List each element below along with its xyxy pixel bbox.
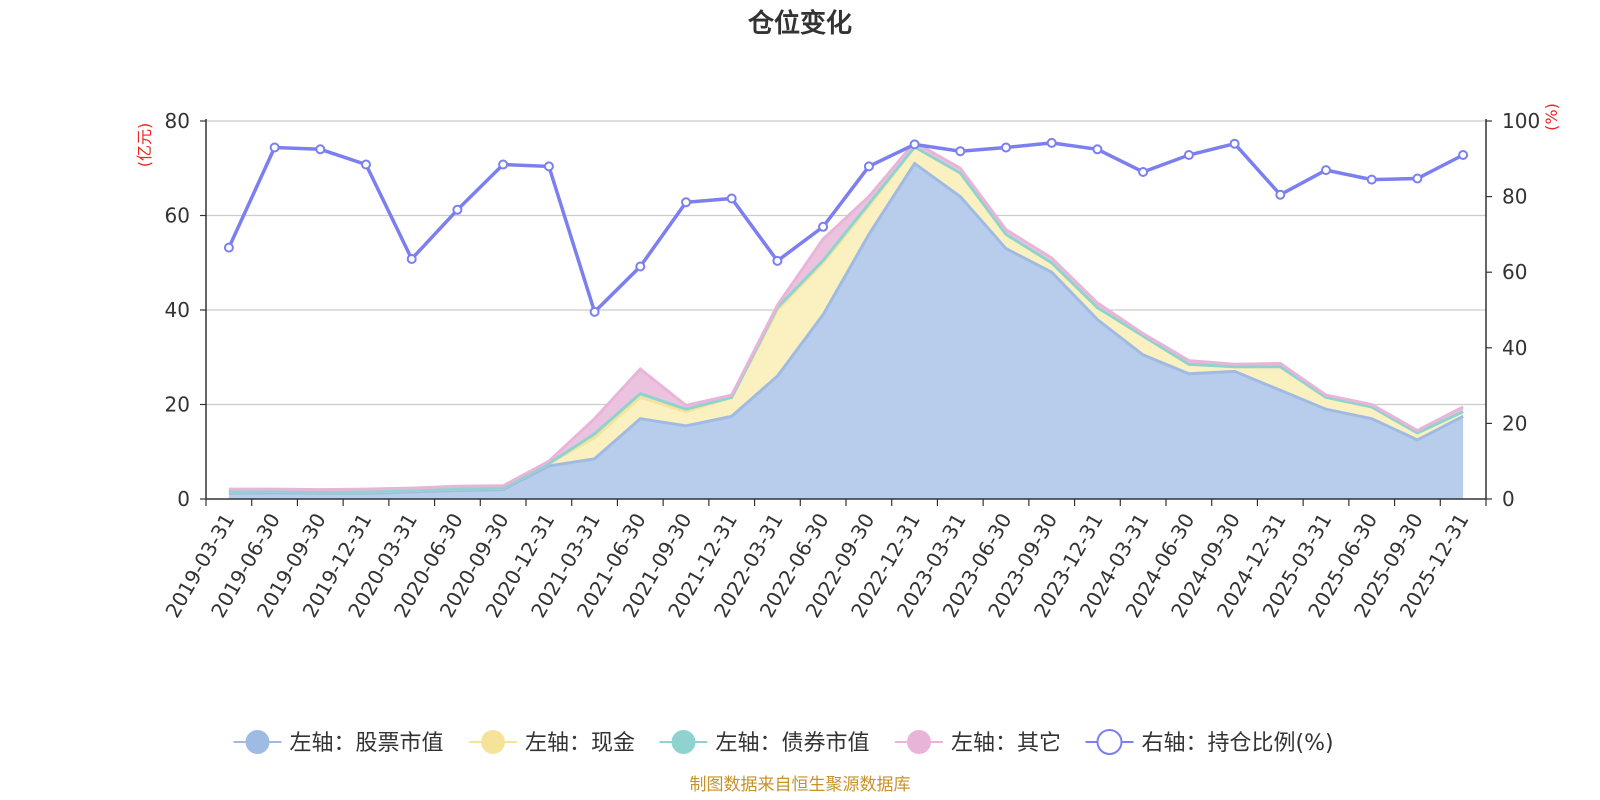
legend-item: 右轴：持仓比例(%) — [1085, 729, 1334, 756]
left-axis-unit: (亿元) — [135, 123, 154, 168]
left-tick-label: 80 — [165, 109, 190, 133]
legend-label: 右轴：持仓比例(%) — [1142, 731, 1334, 756]
ratio-point — [223, 242, 234, 253]
ratio-point — [1092, 144, 1103, 155]
ratio-point — [909, 139, 920, 150]
ratio-point — [681, 197, 691, 208]
source-note: 制图数据来自恒生聚源数据库 — [690, 775, 911, 795]
left-tick-label: 60 — [165, 204, 190, 228]
area-edge-左轴：债券市值 — [228, 145, 1464, 494]
legend-item: 左轴：现金 — [469, 730, 635, 756]
ratio-point — [1046, 137, 1057, 148]
legend-label: 左轴：股票市值 — [290, 731, 444, 756]
right-tick-label: 80 — [1502, 185, 1527, 209]
legend-item: 左轴：其它 — [895, 730, 1061, 756]
legend-item: 左轴：债券市值 — [659, 730, 870, 756]
stacked-areas — [228, 140, 1464, 499]
ratio-point — [1412, 173, 1423, 184]
area-edge-左轴：其它 — [228, 140, 1464, 492]
ratio-point — [269, 142, 280, 153]
right-axis-unit: (%) — [1542, 103, 1561, 131]
ratio-point — [315, 144, 326, 155]
ratio-point — [1366, 174, 1377, 185]
legend: 左轴：股票市值 左轴：现金 左轴：债券市值 左轴：其它 右轴：持仓比例(%) — [233, 729, 1334, 756]
ratio-point — [1321, 165, 1331, 176]
right-tick-label: 20 — [1502, 411, 1527, 435]
legend-label: 左轴：现金 — [525, 731, 635, 756]
legend-swatch-marker — [907, 730, 931, 754]
ratio-point — [772, 255, 783, 266]
ratio-point — [726, 193, 737, 204]
ratio-point — [1183, 150, 1194, 160]
ratio-line — [223, 137, 1469, 317]
ratio-point — [863, 161, 874, 172]
legend-swatch-marker — [481, 730, 505, 754]
ratio-point — [589, 306, 600, 317]
legend-label: 左轴：其它 — [951, 731, 1061, 756]
ratio-point — [1275, 189, 1286, 200]
ratio-point — [498, 159, 509, 170]
legend-swatch-marker — [1096, 729, 1123, 755]
right-tick-label: 60 — [1502, 260, 1527, 284]
ratio-point — [452, 204, 463, 215]
right-tick-label: 40 — [1502, 336, 1527, 360]
ratio-point — [543, 161, 554, 172]
ratio-point — [1458, 150, 1469, 160]
legend-swatch-marker — [245, 730, 270, 754]
ratio-point — [406, 254, 417, 264]
left-tick-label: 40 — [165, 298, 190, 322]
ratio-point — [1138, 167, 1149, 177]
ratio-line-path — [227, 141, 1464, 316]
right-tick-label: 0 — [1502, 487, 1515, 511]
ratio-point — [635, 261, 646, 272]
ratio-point — [1229, 138, 1240, 149]
legend-swatch-marker — [671, 730, 696, 754]
chart-title: 仓位变化 — [747, 8, 852, 39]
left-tick-label: 20 — [165, 393, 190, 417]
right-tick-label: 100 — [1502, 109, 1540, 133]
area-左轴：股票市值 — [228, 163, 1464, 499]
ratio-point — [361, 159, 371, 170]
ratio-point — [1001, 142, 1011, 153]
legend-label: 左轴：债券市值 — [716, 731, 870, 756]
legend-item: 左轴：股票市值 — [233, 730, 444, 756]
ratio-point — [818, 221, 829, 232]
ratio-point — [955, 146, 966, 157]
left-tick-label: 0 — [177, 487, 190, 511]
